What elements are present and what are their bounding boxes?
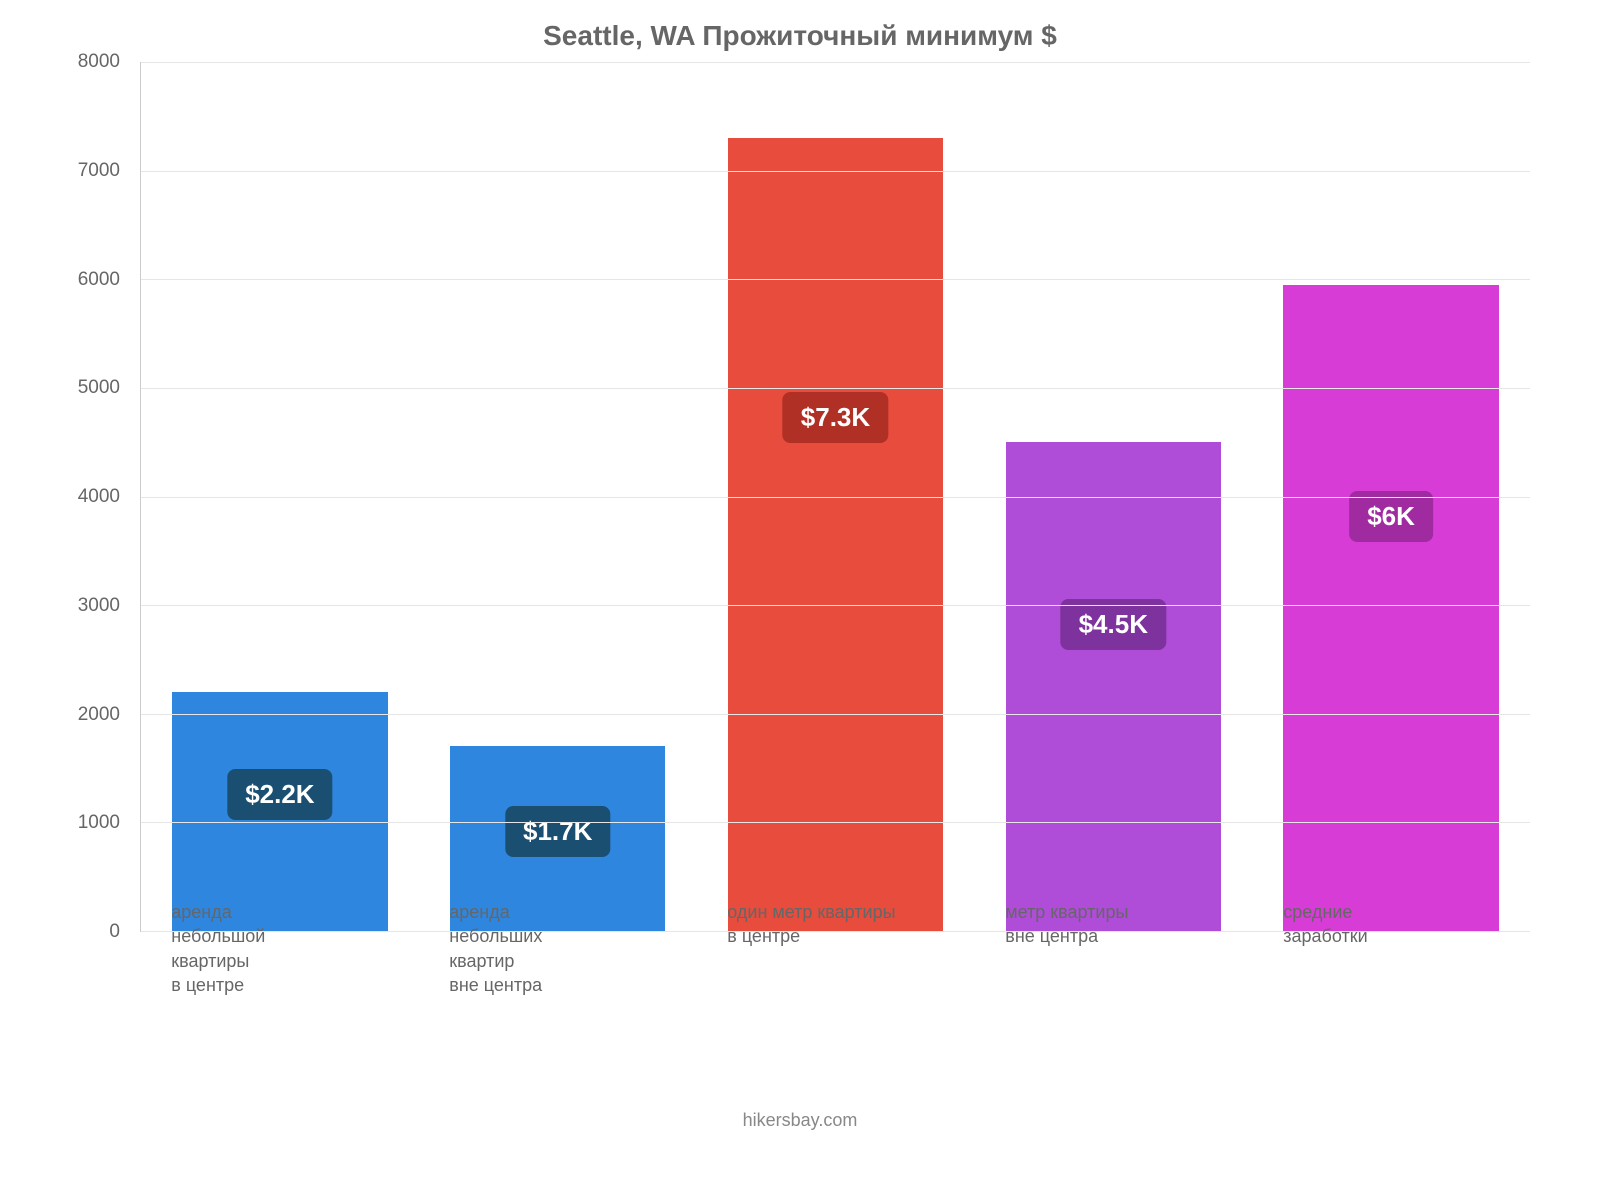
y-tick: 4000 <box>60 486 120 508</box>
y-tick: 7000 <box>60 160 120 182</box>
plot-wrap: 010002000300040005000600070008000 $2.2K$… <box>60 62 1540 932</box>
bar-fill <box>1283 285 1498 931</box>
value-badge: $7.3K <box>783 392 888 443</box>
value-badge: $2.2K <box>227 769 332 820</box>
y-tick: 3000 <box>60 595 120 617</box>
y-tick: 2000 <box>60 704 120 726</box>
bar: $4.5K <box>1006 442 1221 931</box>
grid-line <box>141 714 1530 715</box>
y-tick: 5000 <box>60 377 120 399</box>
cost-of-living-chart: Seattle, WA Прожиточный минимум $ 0 1000 2… <box>60 20 1540 1120</box>
y-tick: 8000 <box>60 51 120 73</box>
x-label: метр квартирывне центра <box>1005 900 1248 949</box>
value-badge: $1.7K <box>505 806 610 857</box>
value-badge: $4.5K <box>1061 599 1166 650</box>
grid-line <box>141 822 1530 823</box>
y-axis: 010002000300040005000600070008000 <box>60 62 130 932</box>
chart-title: Seattle, WA Прожиточный минимум $ <box>60 20 1540 52</box>
grid-line <box>141 279 1530 280</box>
bar: $7.3K <box>728 138 943 931</box>
grid-line <box>141 388 1530 389</box>
x-label: аренданебольшойквартирыв центре <box>171 900 414 997</box>
x-label: аренданебольшихквартирвне центра <box>449 900 692 997</box>
x-axis-labels: аренданебольшойквартирыв центре аренданеб… <box>140 900 1530 1060</box>
y-tick: 1000 <box>60 812 120 834</box>
grid-line <box>141 171 1530 172</box>
bar: $2.2K <box>172 692 387 931</box>
x-label: один метр квартирыв центре <box>727 900 970 949</box>
bar-fill <box>1006 442 1221 931</box>
chart-footer: hikersbay.com <box>60 1110 1540 1131</box>
y-tick: 0 <box>60 921 120 943</box>
y-tick: 6000 <box>60 269 120 291</box>
value-badge: $6K <box>1349 491 1433 542</box>
x-label: средниезаработки <box>1283 900 1526 949</box>
grid-line <box>141 62 1530 63</box>
grid-line <box>141 497 1530 498</box>
bar-fill <box>728 138 943 931</box>
bar: $6K <box>1283 285 1498 931</box>
grid-line <box>141 605 1530 606</box>
plot-area: $2.2K $1.7K $7.3K $4.5K $6K <box>140 62 1530 932</box>
